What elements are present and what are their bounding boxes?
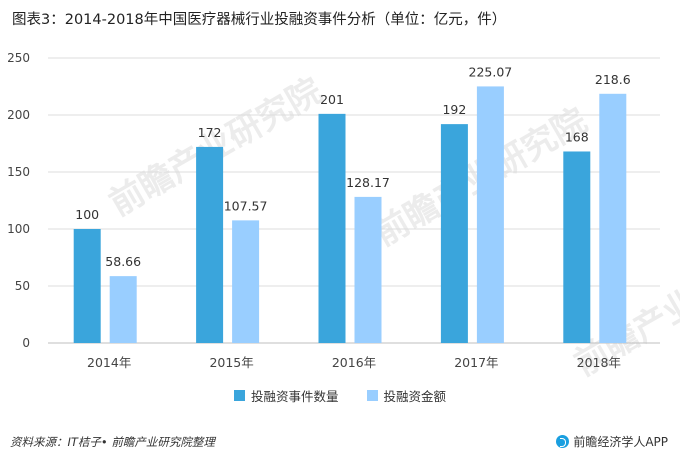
bar-series1: [563, 151, 591, 343]
y-tick-label: 100: [7, 222, 30, 236]
legend-swatch-series1: [233, 390, 245, 401]
data-label: 107.57: [224, 198, 268, 213]
data-label: 225.07: [469, 64, 513, 79]
x-tick-label: 2015年: [209, 355, 253, 370]
brand-footer: 前瞻经济学人APP: [556, 433, 668, 450]
y-tick-label: 250: [7, 51, 30, 65]
legend-label-series1: 投融资事件数量: [250, 389, 339, 404]
y-tick-label: 200: [7, 108, 30, 122]
brand-logo-icon: [556, 435, 570, 448]
data-label: 201: [320, 92, 344, 107]
source-note: 资料来源：IT桔子• 前瞻产业研究院整理: [10, 435, 215, 449]
x-tick-label: 2014年: [87, 355, 131, 370]
data-label: 218.6: [595, 72, 631, 87]
bar-series1: [196, 146, 224, 343]
x-tick-label: 2017年: [454, 355, 498, 370]
x-tick-label: 2018年: [577, 355, 621, 370]
data-label: 100: [75, 207, 99, 222]
bar-series2: [354, 196, 382, 343]
bar-series1: [318, 113, 346, 343]
bar-series2: [476, 86, 504, 343]
data-label: 172: [198, 125, 222, 140]
bar-series1: [440, 124, 468, 344]
bar-series2: [109, 276, 137, 343]
chart-title: 图表3：2014-2018年中国医疗器械行业投融资事件分析（单位：亿元，件）: [12, 12, 507, 28]
data-label: 58.66: [105, 254, 141, 269]
y-tick-label: 150: [7, 165, 30, 179]
y-tick-label: 50: [15, 279, 30, 293]
data-label: 192: [442, 102, 466, 117]
data-label: 128.17: [346, 175, 390, 190]
bar-series1: [73, 229, 101, 343]
legend-item-series1: 投融资事件数量: [233, 386, 339, 405]
legend-label-series2: 投融资金额: [383, 389, 447, 404]
legend-swatch-series2: [366, 390, 378, 401]
x-tick-label: 2016年: [332, 355, 376, 370]
brand-label: 前瞻经济学人APP: [573, 435, 668, 449]
y-tick-label: 0: [22, 336, 30, 350]
data-label: 168: [565, 129, 589, 144]
bar-series2: [232, 220, 260, 343]
legend-item-series2: 投融资金额: [366, 386, 447, 405]
bar-series2: [599, 93, 627, 344]
chart-legend: 投融资事件数量 投融资金额: [0, 386, 680, 405]
